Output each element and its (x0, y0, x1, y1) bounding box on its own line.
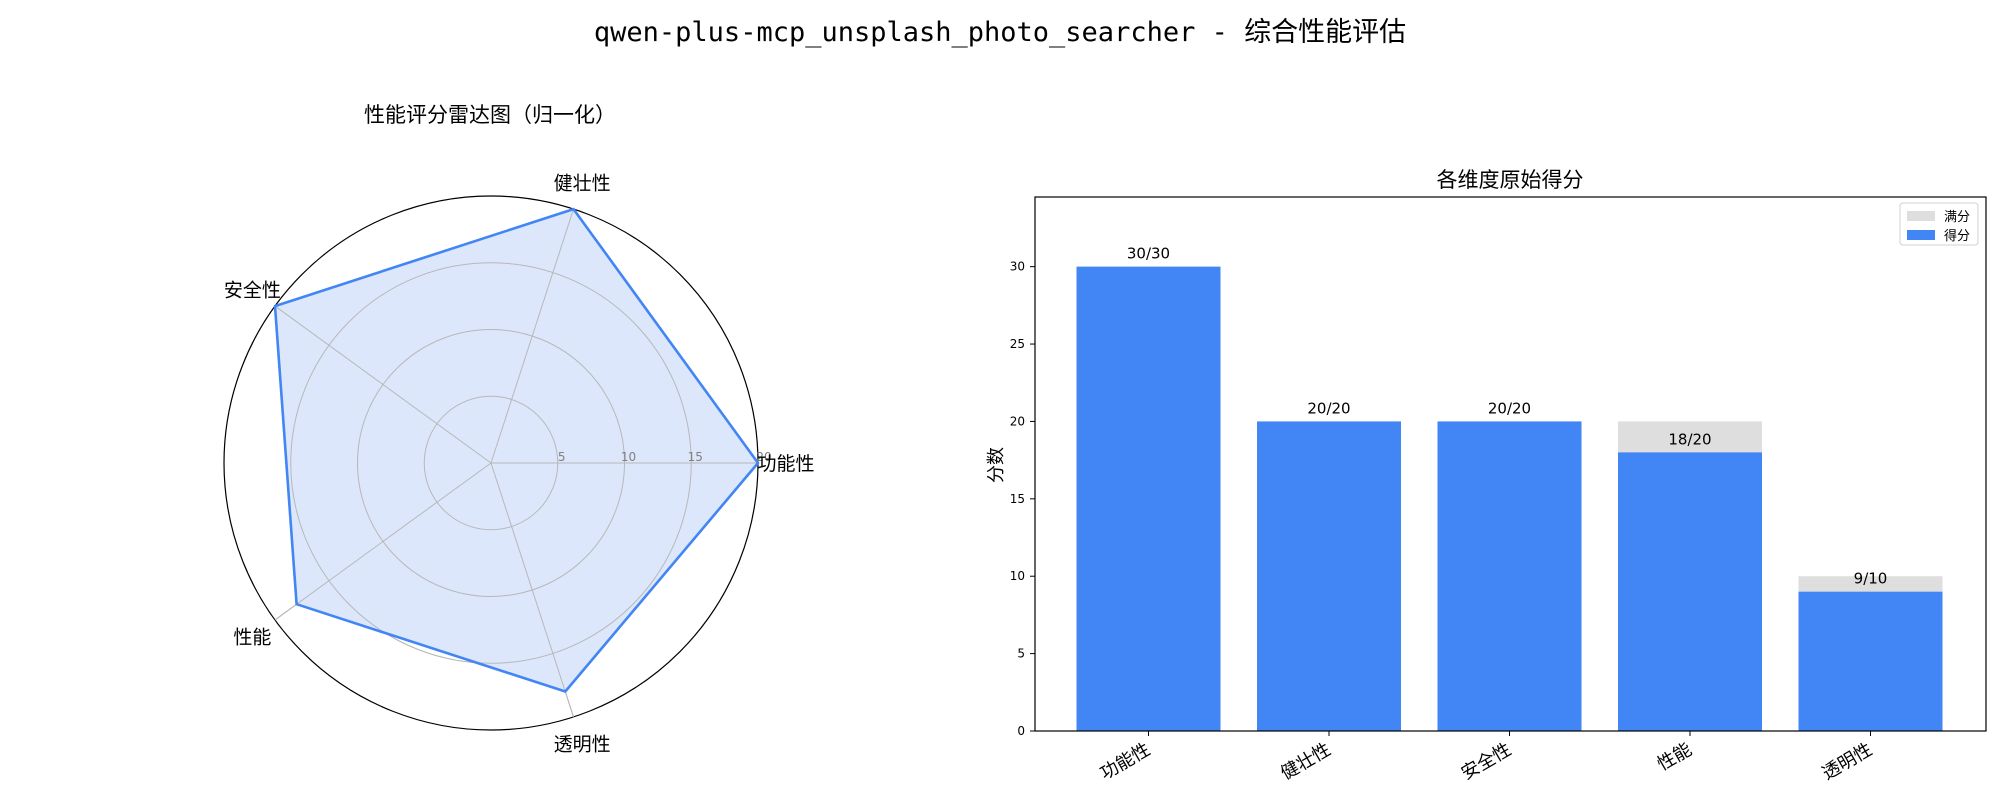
radar-spoke-overlay (274, 462, 492, 621)
radar-tick-label: 15 (688, 450, 703, 464)
bar-score (1257, 421, 1401, 731)
bar-x-tick-label: 功能性 (1097, 739, 1154, 784)
bar-y-tick-label: 20 (1010, 414, 1025, 428)
bar-chart: 各维度原始得分 分数 30/30 20/20 20/20 18/20 9/10 0 5 10 1… (986, 168, 1987, 784)
radar-category-label: 透明性 (554, 734, 611, 756)
radar-spoke-overlay (490, 208, 574, 464)
bar-y-tick-label: 5 (1017, 647, 1025, 661)
bar-y-tick-label: 30 (1010, 260, 1025, 274)
radar-tick-label: 20 (756, 450, 771, 464)
radar-title: 性能评分雷达图（归一化） (364, 103, 616, 127)
radar-spoke-overlay (274, 305, 492, 464)
bar-y-tick-label: 25 (1010, 337, 1025, 351)
radar-tick-label: 5 (558, 450, 566, 464)
radar-category-label: 功能性 (757, 453, 814, 475)
bar-data-label: 20/20 (1307, 399, 1350, 417)
legend-swatch (1907, 230, 1935, 240)
legend-swatch (1907, 211, 1935, 221)
bar-data-label: 18/20 (1668, 430, 1711, 448)
bar-x-tick-label: 性能 (1654, 739, 1696, 775)
legend-label: 满分 (1944, 210, 1970, 225)
bar-y-tick-label: 0 (1017, 724, 1025, 738)
bar-data-label: 30/30 (1127, 245, 1170, 263)
bar-x-tick-label: 安全性 (1458, 739, 1515, 784)
bar-score (1618, 452, 1762, 731)
bar-score (1798, 591, 1943, 731)
radar-area (275, 209, 758, 692)
bar-score (1076, 266, 1221, 731)
radar-line (273, 207, 760, 693)
bar-x-tick-label: 透明性 (1819, 739, 1876, 784)
bar-y-axis-label: 分数 (986, 447, 1007, 483)
radar-category-label: 安全性 (224, 280, 281, 302)
radar-category-label: 健壮性 (554, 172, 611, 194)
radar-tick-label: 10 (621, 450, 636, 464)
radar-category-label: 性能 (233, 626, 271, 648)
legend-label: 得分 (1944, 228, 1970, 244)
bar-data-label: 20/20 (1488, 399, 1531, 417)
figure-title: qwen-plus-mcp_unsplash_photo_searcher - … (593, 17, 1407, 48)
bar-title: 各维度原始得分 (1437, 168, 1584, 192)
bar-x-tick-label: 健壮性 (1277, 739, 1334, 784)
bar-plot-frame (1034, 196, 1987, 732)
radar-spoke-overlay (490, 462, 574, 718)
bar-y-tick-label: 15 (1010, 492, 1025, 506)
bar-y-tick-label: 10 (1010, 569, 1025, 583)
bar-data-label: 9/10 (1854, 570, 1888, 588)
bar-score (1437, 421, 1582, 731)
